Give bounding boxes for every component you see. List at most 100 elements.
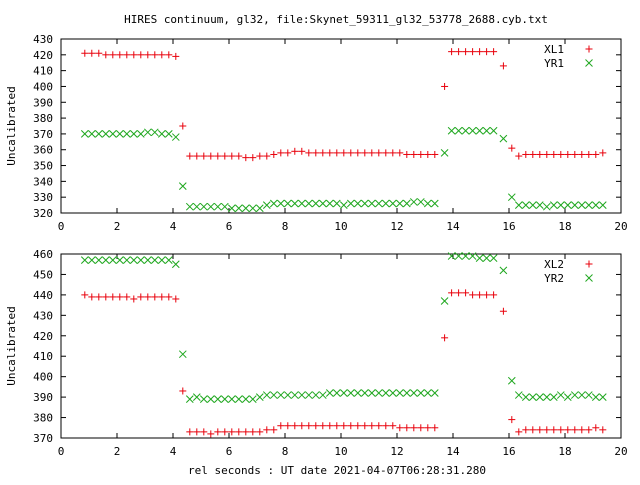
data-point — [382, 149, 390, 157]
data-point — [192, 393, 201, 401]
data-point — [206, 202, 215, 211]
data-point — [171, 133, 180, 141]
legend-label: YR2 — [544, 272, 564, 285]
data-point — [158, 293, 166, 301]
data-point — [234, 395, 243, 404]
data-point — [291, 147, 299, 155]
data-point — [339, 389, 348, 397]
data-point — [455, 289, 463, 297]
data-point — [80, 130, 89, 138]
data-point — [164, 256, 173, 264]
data-point — [543, 150, 551, 158]
data-point — [374, 199, 383, 208]
data-point — [563, 393, 572, 401]
data-point — [482, 126, 491, 135]
data-point — [347, 422, 355, 430]
data-point — [95, 49, 103, 57]
data-point — [333, 149, 341, 157]
data-point — [305, 149, 313, 157]
data-point — [298, 147, 306, 155]
x-tick-label: 20 — [614, 220, 627, 233]
data-point — [416, 389, 425, 397]
data-point — [312, 149, 320, 157]
data-point — [332, 199, 341, 208]
data-point — [284, 422, 292, 430]
data-point — [234, 204, 243, 213]
data-point — [591, 201, 600, 209]
data-point — [571, 426, 579, 434]
series-yr2 — [80, 252, 607, 404]
data-point — [165, 293, 173, 301]
data-point — [192, 202, 201, 211]
data-point — [108, 256, 117, 264]
x-tick-label: 4 — [170, 220, 177, 233]
y-tick-label: 450 — [33, 268, 53, 281]
data-point — [122, 130, 131, 138]
data-point — [402, 199, 411, 208]
y-tick-label: 410 — [33, 350, 53, 363]
data-point — [374, 389, 383, 397]
data-point — [311, 391, 320, 399]
x-tick-label: 6 — [226, 220, 233, 233]
data-point — [403, 150, 411, 158]
data-point — [556, 391, 565, 399]
data-point — [424, 150, 432, 158]
data-point — [228, 428, 236, 436]
data-point — [179, 122, 187, 130]
data-point — [585, 426, 593, 434]
data-point — [214, 428, 222, 436]
data-point — [482, 254, 491, 262]
data-point — [476, 48, 484, 56]
y-tick-label: 460 — [33, 248, 53, 261]
data-point — [367, 199, 376, 208]
y-tick-label: 320 — [33, 207, 53, 220]
data-point — [227, 204, 236, 213]
y-tick-label: 420 — [33, 49, 53, 62]
data-point — [461, 126, 470, 135]
data-point — [214, 152, 222, 160]
data-point — [249, 154, 257, 162]
data-point — [577, 391, 586, 399]
data-point — [123, 51, 131, 59]
data-point — [297, 391, 306, 399]
data-point — [220, 395, 229, 404]
data-point — [276, 391, 285, 399]
legend-label: XL1 — [544, 43, 564, 56]
upper-panel: 0 2 4 6 8 10 12 14 16 18 20 320 330 340 350 360 370 380 39… — [5, 33, 628, 233]
data-point — [584, 391, 593, 399]
data-point — [543, 426, 551, 434]
y-tick-label: 380 — [33, 412, 53, 425]
data-point — [549, 201, 558, 209]
data-point — [241, 395, 250, 404]
data-point — [353, 199, 362, 208]
data-point — [382, 422, 390, 430]
data-point — [143, 256, 152, 264]
data-point — [462, 48, 470, 56]
data-point — [277, 149, 285, 157]
data-point — [360, 389, 369, 397]
x-tick-label: 12 — [390, 445, 403, 458]
data-point — [88, 293, 96, 301]
data-point — [598, 393, 607, 401]
data-point — [389, 149, 397, 157]
data-point — [115, 256, 124, 264]
data-point — [416, 198, 425, 206]
data-point — [550, 150, 558, 158]
data-point — [564, 426, 572, 434]
data-point — [431, 150, 439, 158]
data-point — [326, 422, 334, 430]
data-point — [255, 393, 264, 401]
data-point — [200, 428, 208, 436]
x-tick-label: 14 — [446, 220, 460, 233]
data-point — [441, 334, 449, 342]
data-point — [242, 154, 250, 162]
data-point — [535, 201, 544, 209]
data-point — [263, 426, 271, 434]
chart-title: HIRES continuum, gl32, file:Skynet_59311… — [124, 13, 548, 26]
data-point — [557, 426, 565, 434]
data-point — [185, 395, 194, 404]
data-point — [248, 395, 257, 404]
y-tick-label: 380 — [33, 112, 53, 125]
data-point — [514, 201, 523, 209]
